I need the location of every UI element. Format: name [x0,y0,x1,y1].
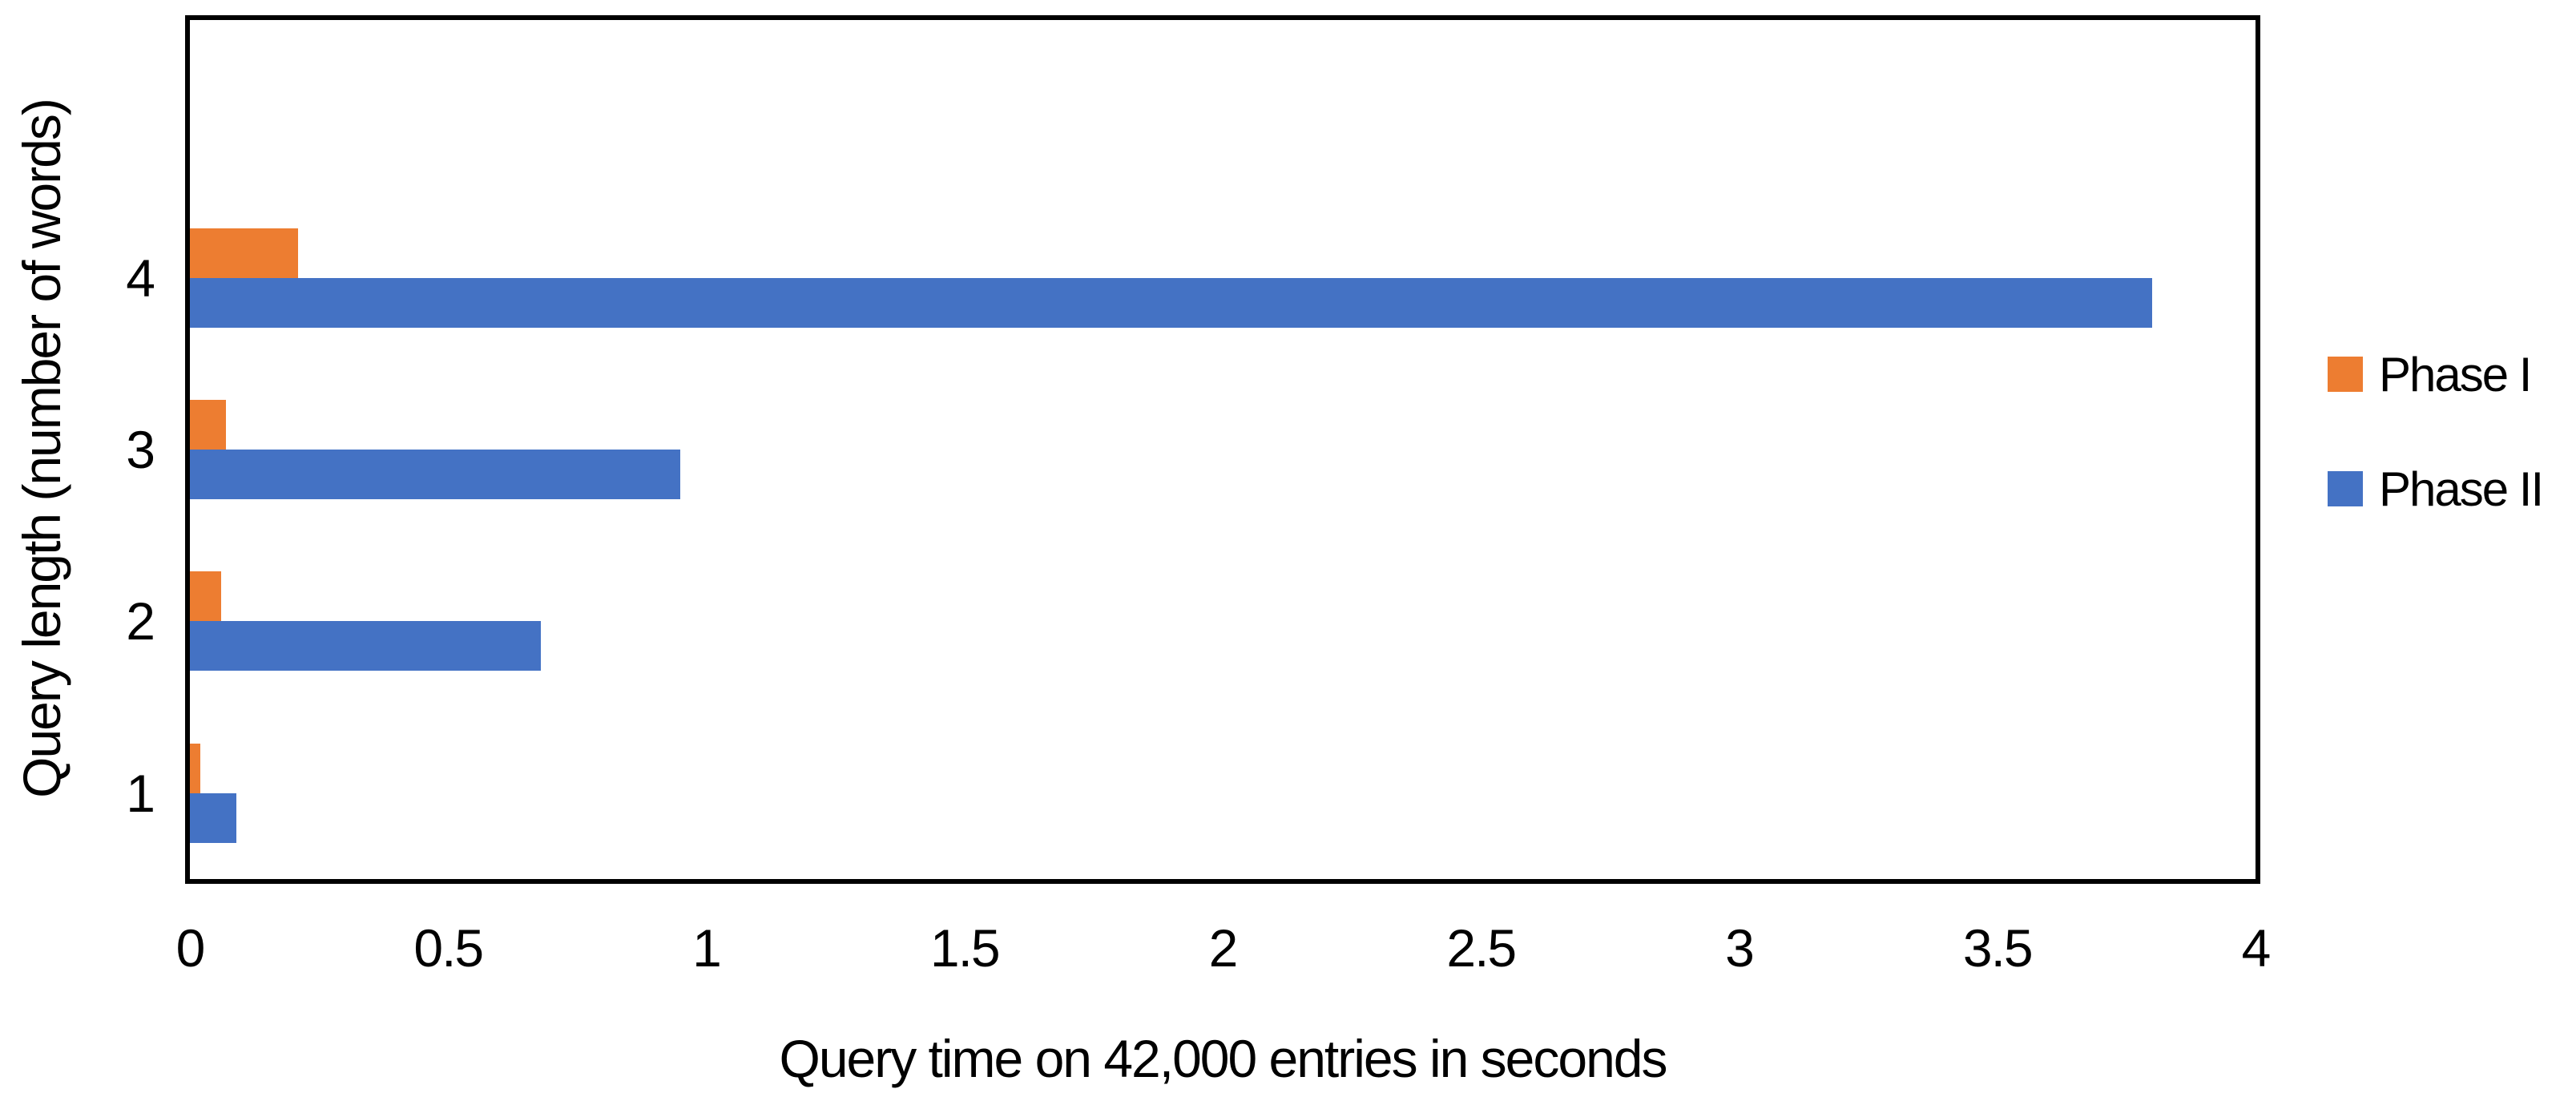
bar-phase-ii-cat-1 [190,792,236,843]
bar-phase-ii-cat-4 [190,277,2153,328]
bar-phase-i-cat-4 [190,228,299,278]
legend-label-phase-2: Phase II [2379,462,2544,516]
y-tick-label-4: 4 [126,248,155,308]
bar-phase-ii-cat-3 [190,450,681,499]
y-tick-label-2: 2 [126,591,155,651]
x-tick-label-0.5: 0.5 [413,918,484,978]
phase-1-swatch-icon [2328,357,2363,392]
bar-phase-ii-cat-2 [190,621,542,671]
x-tick-label-3: 3 [1725,918,1755,978]
plot-area [185,15,2260,884]
legend-item-phase-1: Phase I [2328,348,2532,401]
legend-label-phase-1: Phase I [2379,347,2532,401]
bar-phase-i-cat-1 [190,743,200,793]
bar-phase-i-cat-3 [190,400,227,450]
bar-phase-i-cat-2 [190,571,221,622]
y-tick-label-1: 1 [126,763,155,823]
x-tick-label-2: 2 [1208,918,1239,978]
legend-item-phase-2: Phase II [2328,462,2544,516]
x-tick-label-0: 0 [175,918,206,978]
x-tick-label-2.5: 2.5 [1446,918,1517,978]
y-tick-label-3: 3 [126,420,155,479]
x-axis-title: Query time on 42,000 entries in seconds [779,1029,1667,1088]
x-tick-label-4: 4 [2241,918,2272,978]
phase-2-swatch-icon [2328,471,2363,506]
y-axis-title: Query length (number of words) [12,99,71,798]
x-tick-label-1: 1 [692,918,722,978]
x-tick-label-3.5: 3.5 [1962,918,2034,978]
x-tick-label-1.5: 1.5 [929,918,1001,978]
